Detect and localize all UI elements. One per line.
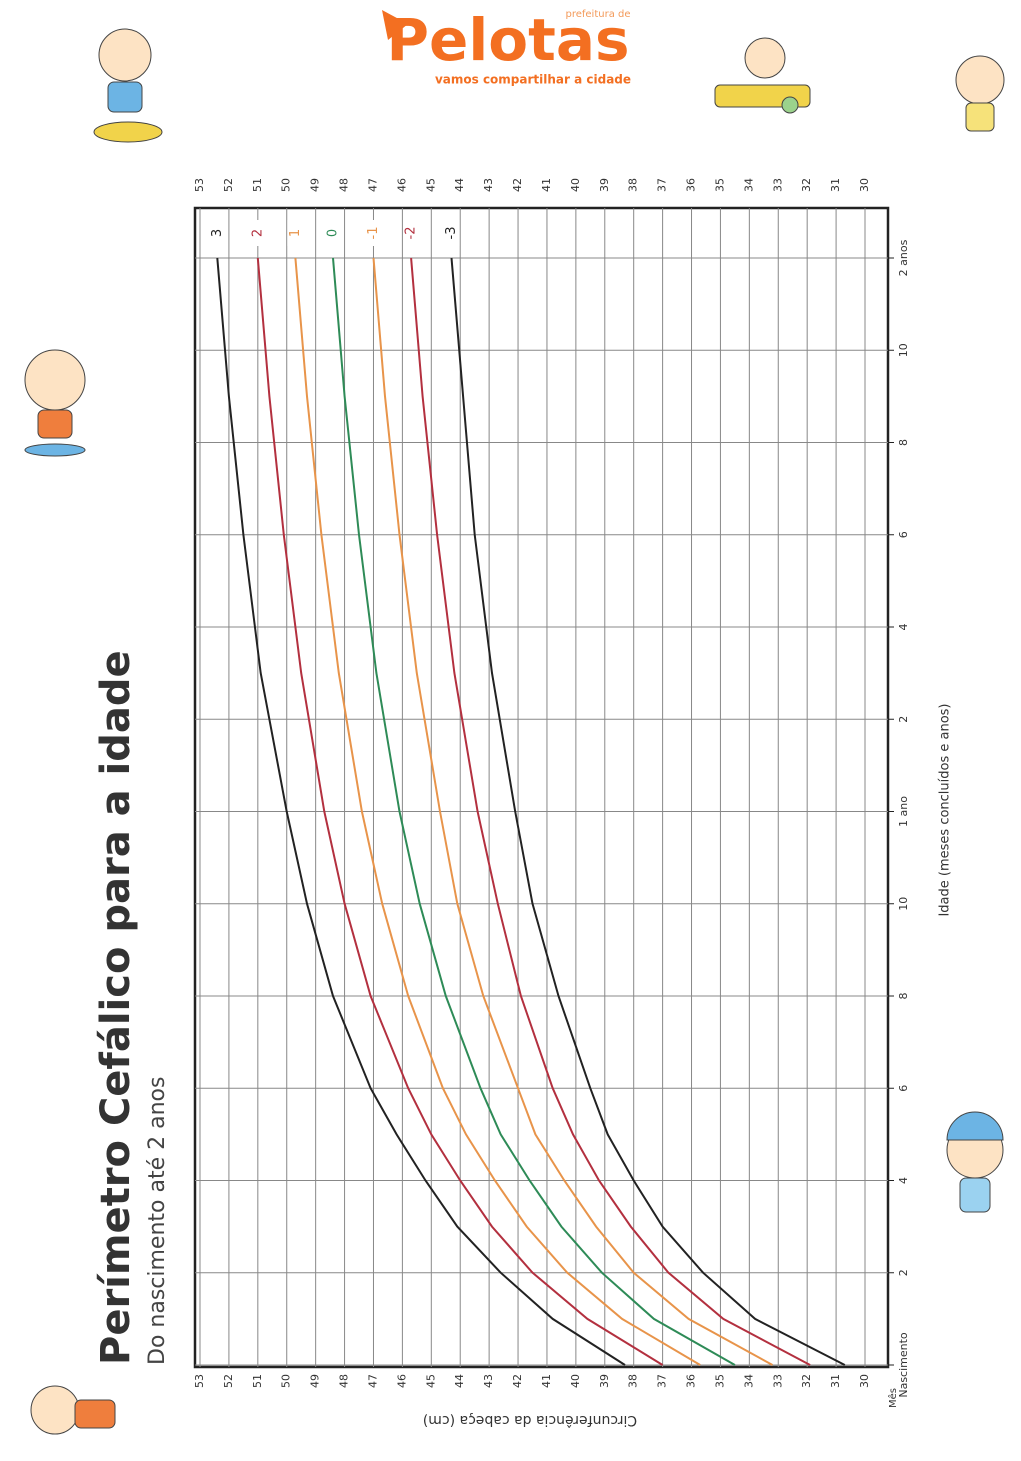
y-tick-label: 36 [685,1374,698,1388]
y-tick-label: 35 [713,1374,726,1388]
page: Pelotas prefeitura de vamos compartilhar… [0,0,1021,1457]
y-tick-label: 45 [424,1374,437,1388]
y-tick-label: 37 [656,1374,669,1388]
curve-label: 3 [210,229,225,237]
y-tick-label: 41 [540,178,553,192]
x-axis-label: Idade (meses concluídos e anos) [938,703,953,916]
x-tick-label: Nascimento [897,1332,910,1398]
x-tick-label: 4 [897,624,910,631]
y-tick-label: 39 [598,1374,611,1388]
y-axis-label: Circunferência da cabeça (cm) [423,1412,637,1428]
y-tick-label: 33 [771,178,784,192]
x-tick-label: 6 [897,1085,910,1092]
curve-label: 2 [250,229,265,237]
y-tick-label: 49 [309,178,322,192]
y-tick-label: 39 [598,178,611,192]
y-tick-label: 52 [222,1374,235,1388]
y-tick-label: 51 [251,1374,264,1388]
y-tick-label: 32 [800,178,813,192]
logo-tagline: vamos compartilhar a cidade [435,73,631,87]
y-tick-label: 38 [627,1374,640,1388]
y-tick-label: 30 [858,178,871,192]
kid-illustration [947,1112,1003,1212]
y-tick-label: 38 [627,178,640,192]
y-tick-label: 53 [193,178,206,192]
chart: Pelotas prefeitura de vamos compartilhar… [0,0,1021,1457]
x-tick-label: 8 [897,993,910,1000]
curve-label: 0 [326,229,341,237]
y-tick-label: 37 [656,178,669,192]
y-tick-label: 32 [800,1374,813,1388]
y-tick-label: 31 [829,178,842,192]
x-tick-label: 2 anos [897,239,910,276]
y-tick-label: 44 [453,1374,466,1388]
kid-illustration [715,38,810,113]
x-tick-label: 6 [897,531,910,538]
y-tick-label: 48 [338,1374,351,1388]
x-tick-label: 1 ano [897,796,910,827]
x-tick-label: 10 [897,897,910,911]
x-tick-label: 4 [897,1177,910,1184]
y-tick-label: 48 [338,178,351,192]
y-tick-label: 42 [511,178,524,192]
y-tick-label: 34 [742,178,755,192]
kid-illustration [31,1386,115,1434]
y-tick-label: 34 [742,1374,755,1388]
plot-frame [195,208,888,1367]
y-tick-label: 42 [511,1374,524,1388]
y-tick-label: 45 [424,178,437,192]
kid-illustration [94,29,162,142]
y-tick-label: 30 [858,1374,871,1388]
y-tick-label: 53 [193,1374,206,1388]
x-tick-label: 10 [897,343,910,357]
y-tick-label: 41 [540,1374,553,1388]
y-tick-label: 52 [222,178,235,192]
kid-illustration [25,350,85,456]
x-tick-label: 2 [897,716,910,723]
chart-subtitle: Do nascimento até 2 anos [145,1077,170,1365]
y-tick-label: 50 [280,178,293,192]
y-tick-label: 36 [685,178,698,192]
curve-label: -3 [444,227,459,240]
curve-label: -1 [366,227,381,240]
y-tick-label: 43 [482,1374,495,1388]
y-tick-label: 49 [309,1374,322,1388]
y-tick-label: 40 [569,1374,582,1388]
y-tick-label: 47 [366,1374,379,1388]
x-tick-label: 8 [897,439,910,446]
y-tick-label: 40 [569,178,582,192]
curve-label: -2 [404,227,419,240]
y-tick-label: 47 [366,178,379,192]
y-tick-label: 43 [482,178,495,192]
x-tick-label: 2 [897,1269,910,1276]
y-tick-label: 31 [829,1374,842,1388]
y-tick-label: 35 [713,178,726,192]
y-tick-label: 51 [251,178,264,192]
y-tick-label: 44 [453,178,466,192]
kid-illustration [956,56,1004,131]
y-tick-label: 46 [395,1374,408,1388]
y-tick-label: 33 [771,1374,784,1388]
y-tick-label: 50 [280,1374,293,1388]
logo-top: prefeitura de [565,9,630,20]
rotated-chart: Perímetro Cefálico para a idade Do nasci… [93,178,953,1428]
y-tick-label: 46 [395,178,408,192]
chart-title: Perímetro Cefálico para a idade [93,650,139,1365]
curve-label: 1 [288,229,303,237]
